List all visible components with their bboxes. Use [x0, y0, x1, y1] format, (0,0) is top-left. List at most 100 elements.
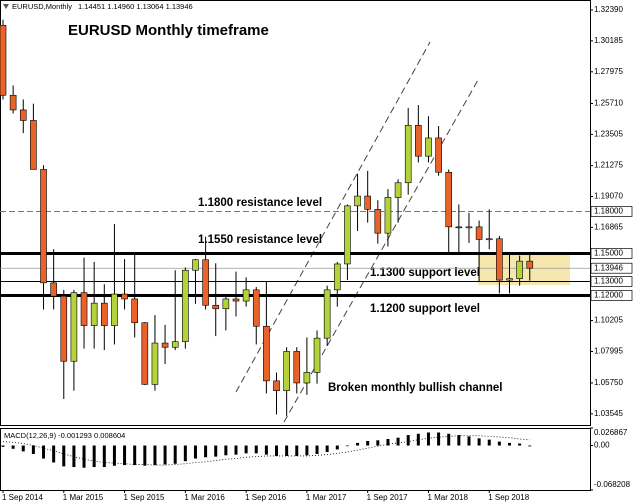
candle-body	[192, 259, 199, 271]
macd-bar	[31, 445, 35, 454]
candle-body	[161, 342, 169, 348]
candle-body	[364, 195, 371, 210]
candle-body	[90, 302, 98, 326]
candle-body	[121, 293, 128, 300]
candle-body	[263, 325, 270, 382]
level-label-box	[590, 206, 633, 217]
macd-bar	[42, 445, 46, 459]
macd-bar	[437, 432, 441, 446]
candle-body	[40, 169, 47, 284]
macd-bar	[356, 442, 360, 446]
candle-body	[445, 171, 453, 228]
candle-body	[303, 372, 311, 384]
candle-body	[293, 351, 301, 384]
x-tick-label: 1 Sep 2017	[367, 493, 408, 502]
x-tick-label: 1 Sep 2014	[2, 493, 43, 502]
y-tick-label: 1.27975	[594, 67, 623, 76]
x-tick-label: 1 Mar 2016	[184, 493, 225, 502]
candle-body	[252, 289, 260, 327]
macd-bar	[224, 445, 228, 456]
macd-bar	[518, 443, 522, 446]
candle-body	[354, 195, 361, 207]
candle-body	[425, 137, 432, 157]
candle-body	[496, 238, 503, 281]
annotation: 1.1300 support level	[370, 267, 480, 279]
candle-body	[242, 289, 250, 302]
macd-bar	[426, 432, 430, 446]
signal-line	[2, 435, 530, 466]
candle-body	[70, 292, 78, 362]
chart-title: EURUSD Monthly timeframe	[68, 22, 269, 39]
x-tick-label: 1 Mar 2018	[427, 493, 468, 502]
macd-bar	[285, 445, 289, 456]
macd-bar	[335, 445, 339, 450]
candle-body	[182, 269, 189, 342]
candle-body	[526, 260, 534, 269]
candle-body	[19, 109, 27, 121]
macd-bar	[21, 445, 25, 452]
level-label: 1.13946	[594, 263, 623, 272]
macd-bar	[467, 436, 471, 446]
candle-body	[0, 24, 7, 96]
macd-bar	[497, 441, 501, 446]
macd-bar	[447, 433, 451, 446]
candle-body	[222, 298, 230, 310]
level-label: 1.13000	[594, 277, 623, 286]
candle-body	[475, 226, 483, 240]
macd-bar	[92, 445, 96, 468]
candle-body	[384, 197, 392, 234]
macd-bar	[305, 445, 309, 456]
candle-body	[131, 298, 138, 324]
annotation: 1.1550 resistance level	[198, 234, 322, 246]
macd-bar	[254, 445, 258, 454]
candle-body	[60, 295, 68, 362]
level-label: 1.18000	[594, 207, 623, 216]
macd-bar	[264, 445, 268, 455]
macd-bar	[82, 445, 86, 468]
annotation: 1.1200 support level	[370, 303, 480, 315]
level-label: 1.15000	[594, 249, 623, 258]
candle-body	[435, 137, 442, 173]
y-tick-label: -0.068208	[594, 480, 631, 489]
x-tick-label: 1 Sep 2016	[245, 493, 286, 502]
x-tick-label: 1 Sep 2018	[488, 493, 529, 502]
candle-body	[111, 293, 118, 326]
candle-body	[485, 238, 493, 241]
macd-bar	[153, 445, 157, 466]
candle-body	[232, 298, 240, 302]
candle-body	[344, 205, 351, 265]
macd-bar	[315, 445, 319, 454]
macd-bar	[11, 445, 15, 449]
y-tick-label: 1.10205	[594, 316, 623, 325]
candle-body	[212, 304, 220, 310]
candle-body	[101, 302, 108, 326]
candle-body	[506, 278, 513, 281]
y-tick-label: 1.25710	[594, 99, 623, 108]
candle-body	[465, 226, 473, 229]
y-tick-label: 1.16865	[594, 222, 623, 231]
candle-body	[273, 380, 280, 391]
candle-body	[404, 125, 412, 184]
y-tick-label: 1.21275	[594, 161, 623, 170]
candle-body	[374, 209, 382, 234]
macd-bar	[295, 445, 299, 456]
x-tick-label: 1 Mar 2017	[306, 493, 347, 502]
macd-bar	[406, 435, 410, 446]
macd-bar	[183, 445, 187, 462]
y-tick-label: 1.23505	[594, 129, 623, 138]
macd-bar	[345, 445, 349, 447]
macd-bar	[487, 439, 491, 446]
x-tick-label: 1 Sep 2015	[124, 493, 165, 502]
level-label: 1.12000	[594, 291, 623, 300]
candle-body	[313, 337, 321, 373]
candle-body	[50, 282, 57, 297]
header-symbol: EURUSD,Monthly	[12, 2, 72, 11]
macd-bar	[163, 445, 167, 465]
macd-bar	[52, 445, 56, 463]
y-tick-label: 1.32390	[594, 5, 623, 14]
candle-body	[202, 259, 209, 306]
macd-bar	[508, 442, 511, 446]
y-tick-label: 1.05750	[594, 378, 623, 387]
candle-body	[516, 260, 523, 279]
